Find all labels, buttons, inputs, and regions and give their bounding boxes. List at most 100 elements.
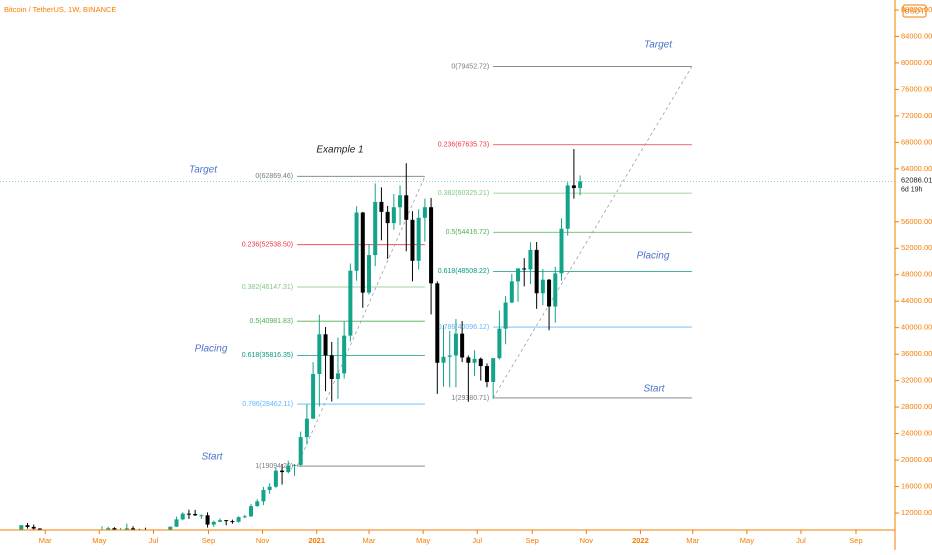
x-tick-label: Mar [39,536,52,545]
candle-body [472,358,477,363]
x-tick-label: Jul [149,536,159,545]
candle-body [373,201,378,256]
candle-body [553,273,558,307]
fib-label: 0(79452.72) [451,63,489,70]
candle-body [410,219,415,261]
candle-body [19,525,24,530]
candle-body [124,528,129,530]
candle-body [298,437,303,465]
candle-body [509,281,514,303]
candle-body [522,268,527,270]
candle-body [236,517,241,522]
last-price-box [896,174,932,196]
candle-body [366,255,371,293]
x-tick-label: 2021 [308,536,325,545]
candle-body [323,334,328,356]
candle-body [211,521,216,525]
candle-body [186,513,191,515]
annotation: Target [644,40,673,51]
candle-body [280,470,285,473]
fib-label: 0.382(46147.31) [242,284,293,291]
y-tick-label: 76000.00 [901,84,932,93]
countdown: 6d 19h [901,186,923,193]
chart-title: Bitcoin / TetherUS, 1W, BINANCE [4,5,116,14]
x-tick-label: Nov [580,536,594,545]
candle-body [435,283,440,363]
x-tick-label: Jul [472,536,482,545]
y-tick-label: 28000.00 [901,402,932,411]
candle-body [528,249,533,270]
candle-body [267,486,272,490]
y-tick-label: 64000.00 [901,164,932,173]
candle-body [242,516,247,518]
candle-body [106,528,111,530]
candle-body [31,526,36,529]
y-tick-label: 52000.00 [901,243,932,252]
candle-body [460,333,465,358]
candle-body [447,355,452,357]
candle-body [168,526,173,530]
currency[interactable]: USDT [904,6,925,15]
candle-body [478,358,483,367]
fib-label: 0.236(67635.73) [438,142,489,149]
x-tick-label: 2022 [632,536,649,545]
candle-body [422,207,427,218]
y-tick-label: 40000.00 [901,323,932,332]
y-tick-label: 12000.00 [901,508,932,517]
candle-body [578,181,583,189]
candle-body [565,185,570,229]
candle-body [354,212,359,271]
candle-body [335,373,340,379]
annotation: Placing [195,344,228,355]
y-tick-label: 48000.00 [901,270,932,279]
x-tick-label: May [416,536,430,545]
y-tick-label: 16000.00 [901,482,932,491]
y-tick-label: 88000.00 [901,5,932,14]
fib-label: 1(29380.71) [451,395,489,402]
candle-body [360,212,365,293]
candle-body [329,355,334,379]
fib-label: 0.786(28462.11) [242,401,293,408]
candle-body [398,195,403,208]
plot: 0(62869.46) 0.236(52538.50) 0.382(46147.31… [0,63,895,530]
y-tick-label: 32000.00 [901,376,932,385]
fib-label: 0.5(54416.72) [446,229,490,236]
fib-label: 0(62869.46) [255,173,293,180]
candle-body [311,374,316,419]
candle-body [385,211,390,224]
candle-body [342,335,347,374]
candle-body [559,228,564,274]
candle-body [534,249,539,294]
candle-body [547,279,552,307]
candle-body [273,470,278,487]
candle-body [230,521,235,523]
candle-body [217,520,222,522]
candle-body [249,506,254,517]
candle-body [255,501,260,507]
x-tick-label: Mar [363,536,376,545]
candle-body [180,513,185,520]
y-tick-label: 24000.00 [901,429,932,438]
fib-label: 0.382(60325.21) [438,190,489,197]
x-tick-label: Sep [526,536,539,545]
x-tick-label: May [92,536,106,545]
fib-label: 0.236(52538.50) [242,242,293,249]
x-tick-label: Jul [796,536,806,545]
candle-body [503,302,508,329]
fib-label: 0.786(40096.12) [438,324,489,331]
candle-body [193,513,198,516]
candle-body [441,356,446,363]
last-price-label: 62086.01 [901,175,932,184]
candle-body [317,334,322,375]
candle-body [391,207,396,224]
candle-body [304,418,309,438]
fib-trend [492,66,693,399]
candle-body [286,465,291,473]
currency-button[interactable] [902,4,927,18]
candle-body [491,358,496,382]
y-tick-label: 36000.00 [901,349,932,358]
fib-trend [296,176,426,467]
candle-body [484,366,489,382]
